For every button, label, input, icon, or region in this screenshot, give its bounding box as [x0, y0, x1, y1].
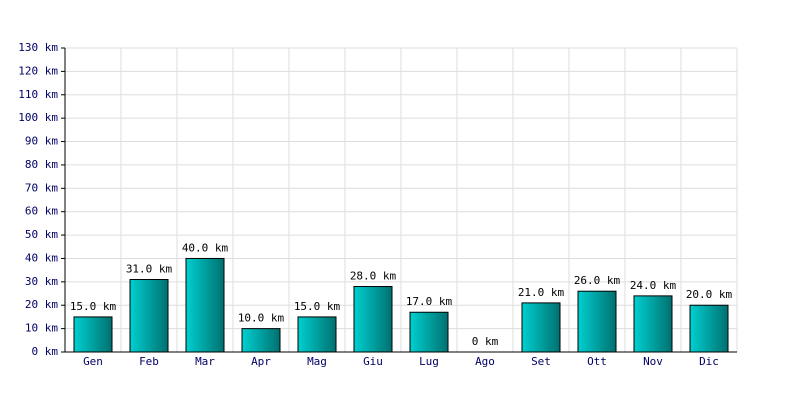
- value-label: 26.0 km: [574, 274, 621, 287]
- x-tick-label: Mag: [307, 355, 327, 368]
- bar: [129, 279, 169, 353]
- value-label: 21.0 km: [518, 286, 565, 299]
- y-tick-label: 130 km: [18, 41, 58, 54]
- y-tick-label: 10 km: [25, 322, 58, 335]
- x-tick-label: Mar: [195, 355, 215, 368]
- bar: [241, 328, 281, 353]
- bar: [633, 295, 673, 353]
- x-tick-label: Lug: [419, 355, 439, 368]
- x-tick-label: Apr: [251, 355, 271, 368]
- x-tick-label: Feb: [139, 355, 159, 368]
- bar: [297, 316, 337, 353]
- value-label: 31.0 km: [126, 263, 173, 276]
- bar: [73, 316, 113, 353]
- bar: [521, 302, 561, 353]
- x-tick-label: Nov: [643, 355, 663, 368]
- x-tick-label: Ott: [587, 355, 607, 368]
- value-label: 20.0 km: [686, 288, 733, 301]
- x-tick-label: Dic: [699, 355, 719, 368]
- bar: [689, 304, 729, 353]
- value-label: 10.0 km: [238, 312, 285, 325]
- y-tick-label: 30 km: [25, 275, 58, 288]
- y-tick-label: 50 km: [25, 228, 58, 241]
- value-label: 17.0 km: [406, 295, 453, 308]
- y-tick-label: 0 km: [32, 345, 59, 358]
- value-label: 40.0 km: [182, 241, 229, 254]
- y-tick-label: 90 km: [25, 135, 58, 148]
- x-tick-label: Giu: [363, 355, 383, 368]
- y-tick-label: 110 km: [18, 88, 58, 101]
- bar: [409, 311, 449, 353]
- value-label: 28.0 km: [350, 270, 397, 283]
- value-label: 15.0 km: [294, 300, 341, 313]
- y-tick-label: 100 km: [18, 111, 58, 124]
- x-tick-label: Gen: [83, 355, 103, 368]
- x-tick-label: Set: [531, 355, 551, 368]
- y-tick-label: 40 km: [25, 251, 58, 264]
- y-tick-label: 120 km: [18, 64, 58, 77]
- y-tick-label: 60 km: [25, 205, 58, 218]
- value-label: 15.0 km: [70, 300, 117, 313]
- value-label: 24.0 km: [630, 279, 677, 292]
- bar: [185, 257, 225, 353]
- bar: [577, 290, 617, 353]
- x-tick-label: Ago: [475, 355, 495, 368]
- bar: [353, 286, 393, 353]
- y-tick-label: 80 km: [25, 158, 58, 171]
- y-tick-label: 70 km: [25, 181, 58, 194]
- value-label: 0 km: [472, 335, 499, 348]
- y-tick-label: 20 km: [25, 298, 58, 311]
